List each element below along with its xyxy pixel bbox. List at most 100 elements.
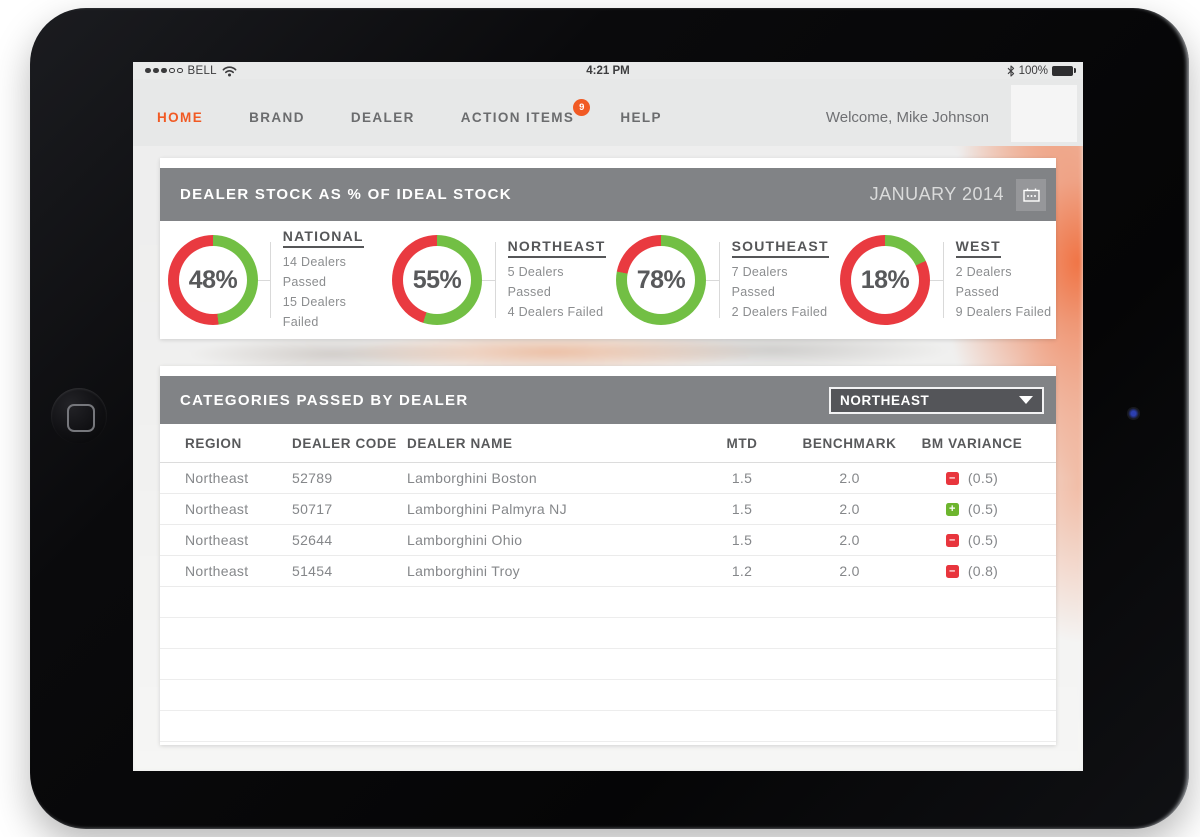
dealers-failed-label: 2 Dealers Failed [731,305,828,319]
donut-region-label: SOUTHEAST [731,238,829,258]
profile-box[interactable] [1011,85,1077,142]
table-row: Northeast 51454 Lamborghini Troy 1.2 2.0 – (0.… [160,556,1056,587]
donut-legend: SOUTHEAST 7 Dealers Passed 2 Dealers Faile… [731,238,832,322]
variance-value-label: (0.5) [967,501,999,517]
dealers-passed-label: 2 Dealers Passed [955,265,1012,299]
variance-minus-icon: – [945,471,959,485]
ipad-device-frame: BELL 4:21 PM 100% [30,8,1189,829]
variance-value-label: (0.5) [967,470,999,486]
cell-dealer-code: 52789 [292,470,333,486]
clock-label: 4:21 PM [586,64,630,77]
home-button[interactable] [51,388,107,444]
nav-item-label: ACTION ITEMS [460,110,575,125]
cell-bm-variance: – (0.8) [902,563,1042,579]
dealers-passed-label: 5 Dealers Passed [507,265,564,299]
variance-value-label: (0.8) [967,563,999,579]
panel-top-strip [160,158,1056,168]
dealer-table: REGION DEALER CODE DEALER NAME MTD BENCHMARK… [160,424,1056,745]
nav-item-dealer[interactable]: DEALER [351,110,415,125]
donut-group-southeast: 78% SOUTHEAST 7 Dealers Passed 2 Dealers Fa… [608,221,832,339]
donut-hole: 78% [627,246,695,314]
action-items-badge: 9 [573,99,591,116]
wifi-icon [222,65,237,77]
donut-group-west: 18% WEST 2 Dealers Passed 9 Dealers Failed [832,221,1056,339]
nav-item-home[interactable]: HOME [157,110,203,125]
dealers-failed-label: 4 Dealers Failed [507,305,604,319]
donut-group-northeast: 55% NORTHEAST 5 Dealers Passed 4 Dealers Fa… [384,221,608,339]
carrier-label: BELL [187,64,217,77]
table-row-empty [160,649,1056,680]
cell-dealer-name: Lamborghini Troy [407,563,520,579]
table-body: Northeast 52789 Lamborghini Boston 1.5 2.0–(… [160,463,1056,742]
dealer-stock-panel: DEALER STOCK AS % OF IDEAL STOCK JANUARY… [160,158,1056,339]
donut-hole: 55% [403,246,471,314]
cell-region: Northeast [185,501,249,517]
donut-percent-label: 55% [412,265,462,294]
nav-item-action-items[interactable]: ACTION ITEMS 9 [460,99,591,125]
battery-icon [1052,65,1076,76]
donut-connector-line [930,279,943,281]
donut-divider-line [718,242,720,318]
categories-title: CATEGORIES PASSED BY DEALER [180,391,469,409]
cell-benchmark: 2.0 [839,532,860,548]
donut-region-label: NATIONAL [282,228,364,248]
cell-mtd: 1.5 [731,470,753,486]
region-dropdown-value: NORTHEAST [840,392,930,408]
battery-percent-label: 100% [1018,64,1048,77]
variance-value-label: (0.5) [967,532,999,548]
donut-ring: 55% [392,235,482,325]
period-label: JANUARY 2014 [869,184,1004,204]
nav-item-help[interactable]: HELP [620,110,662,125]
categories-header-bar: CATEGORIES PASSED BY DEALER NORTHEAST [160,376,1056,424]
column-header-region: REGION [185,435,242,451]
donut-hole: 18% [851,246,919,314]
donut-connector-line [706,279,719,281]
cell-dealer-code: 50717 [292,501,333,517]
column-header-name: DEALER NAME [407,435,513,451]
donut-region-label: NORTHEAST [507,238,606,258]
table-row: Northeast 50717 Lamborghini Palmyra NJ 1.5 2… [160,494,1056,525]
region-dropdown[interactable]: NORTHEAST [829,386,1044,414]
cell-bm-variance: – (0.5) [902,532,1042,548]
dealer-stock-title: DEALER STOCK AS % OF IDEAL STOCK [180,186,512,203]
variance-minus-icon: – [945,533,959,547]
donut-divider-line [942,242,944,318]
table-row: Northeast 52789 Lamborghini Boston 1.5 2.0 –(… [160,463,1056,494]
table-row: Northeast 52644 Lamborghini Ohio 1.5 2.0 – (0.… [160,525,1056,556]
cell-benchmark: 2.0 [839,501,860,517]
welcome-label: Welcome, Mike Johnson [825,109,989,126]
donut-chart-row: 48% NATIONAL 14 Dealers Passed 15 Dealers F… [160,221,1056,339]
dealers-failed-label: 9 Dealers Failed [955,305,1052,319]
cell-mtd: 1.2 [731,563,753,579]
cell-region: Northeast [185,563,249,579]
cell-dealer-code: 52644 [292,532,333,548]
donut-ring: 78% [616,235,706,325]
categories-panel: CATEGORIES PASSED BY DEALER NORTHEAST RE… [160,366,1056,745]
nav-item-brand[interactable]: BRAND [249,110,305,125]
front-camera [1127,407,1140,420]
donut-ring: 48% [168,235,258,325]
table-bottom-pad [160,742,1056,745]
dealers-passed-label: 14 Dealers Passed [282,255,347,289]
nav-item-label: BRAND [249,110,305,125]
donut-percent-label: 48% [188,265,238,294]
cell-benchmark: 2.0 [839,470,860,486]
donut-percent-label: 78% [636,265,686,294]
donut-divider-line [269,242,271,318]
table-row-empty [160,618,1056,649]
calendar-icon[interactable] [1016,178,1046,211]
table-row-empty [160,711,1056,742]
cell-bm-variance: + (0.5) [902,501,1042,517]
panel-top-strip [160,366,1056,376]
cell-region: Northeast [185,470,249,486]
donut-percent-label: 18% [860,265,910,294]
donut-group-national: 48% NATIONAL 14 Dealers Passed 15 Dealers F… [160,221,384,339]
bluetooth-icon [1007,64,1015,77]
donut-connector-line [258,279,270,281]
signal-strength-icon [145,67,183,74]
chevron-down-icon [1019,396,1033,404]
cell-region: Northeast [185,532,249,548]
column-header-var: BM VARIANCE [921,435,1023,451]
table-header-row: REGION DEALER CODE DEALER NAME MTD BENCHMARK… [160,424,1056,463]
donut-connector-line [482,279,495,281]
